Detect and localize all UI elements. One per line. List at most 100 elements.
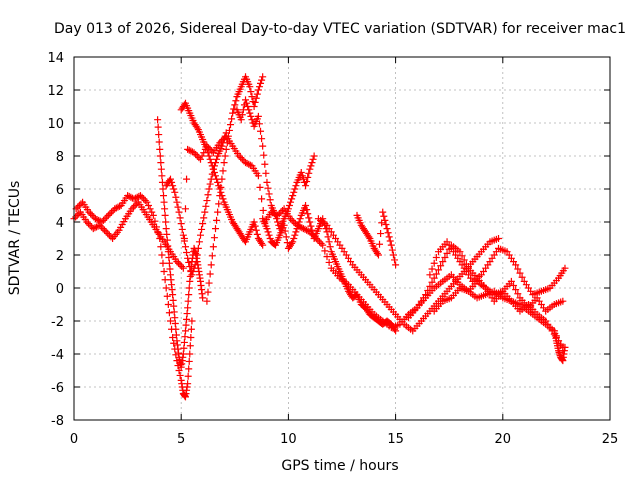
data-point [391, 256, 399, 264]
data-point [317, 239, 325, 247]
data-point [256, 183, 264, 191]
data-point [183, 249, 191, 257]
x-axis-label: GPS time / hours [281, 458, 398, 474]
data-point [561, 343, 569, 351]
data-point [281, 227, 289, 235]
data-point [384, 229, 392, 237]
data-point [302, 202, 310, 209]
data-point [187, 325, 195, 333]
data-point [245, 106, 253, 114]
series-track-5 [203, 73, 267, 305]
data-point [238, 111, 246, 119]
data-point [441, 253, 449, 261]
y-tick-label: 10 [47, 117, 64, 132]
data-point [424, 286, 432, 294]
y-tick-label: 8 [56, 150, 64, 165]
data-point [169, 182, 177, 190]
data-point [385, 233, 393, 241]
x-tick-label: 25 [602, 432, 619, 447]
data-point [111, 205, 119, 213]
data-point [307, 222, 315, 230]
data-point [83, 218, 91, 226]
data-point [391, 325, 399, 333]
data-point [184, 297, 192, 305]
data-point [295, 218, 303, 226]
data-point [159, 185, 167, 193]
data-point [75, 202, 83, 209]
data-point [153, 223, 161, 231]
y-tick-label: 12 [47, 84, 64, 99]
data-point [91, 224, 99, 232]
data-point [154, 229, 162, 237]
data-point [184, 304, 192, 312]
data-point [210, 169, 218, 176]
data-point [190, 149, 198, 157]
data-point [257, 79, 265, 87]
data-point [143, 198, 151, 206]
data-point [180, 237, 188, 245]
series-track-11 [404, 241, 567, 351]
y-tick-label: -8 [51, 414, 64, 429]
data-point [266, 235, 274, 242]
data-point [177, 220, 185, 228]
series-track-12 [426, 238, 569, 299]
data-point [173, 198, 181, 206]
data-point [155, 138, 163, 146]
data-point [392, 327, 400, 335]
data-point [87, 210, 95, 218]
data-point [279, 206, 287, 214]
data-point [258, 239, 266, 247]
data-point [166, 317, 174, 325]
data-point [178, 263, 186, 271]
data-point [365, 233, 373, 241]
data-point [218, 142, 226, 150]
data-point [104, 211, 112, 219]
data-point [207, 261, 215, 269]
series-track-14 [550, 327, 569, 365]
data-point [225, 126, 233, 134]
data-point [306, 165, 314, 173]
y-tick-label: -2 [51, 315, 64, 330]
data-point [518, 273, 526, 281]
data-point [220, 136, 228, 143]
data-point [205, 152, 213, 160]
data-point [284, 205, 292, 213]
data-point [272, 211, 280, 219]
data-point [258, 195, 266, 203]
data-point [296, 215, 304, 223]
data-point [244, 103, 252, 110]
data-point [84, 220, 92, 228]
data-point [288, 195, 296, 203]
data-point [212, 172, 220, 180]
data-point [426, 282, 434, 290]
data-point [161, 205, 169, 213]
data-point [208, 162, 216, 170]
data-point [514, 265, 522, 273]
data-point [259, 142, 267, 150]
data-point [512, 261, 520, 269]
data-point [304, 210, 312, 218]
data-point [223, 139, 231, 147]
data-point [392, 261, 400, 269]
data-point [299, 225, 307, 233]
data-point [114, 203, 122, 211]
data-point [432, 253, 440, 261]
data-point [294, 221, 302, 229]
data-point [198, 152, 206, 160]
data-point [162, 284, 170, 292]
data-point [188, 271, 196, 279]
axis-ticks: 0 5 10 15 20 25 -8 -6 -4 -2 0 2 4 6 8 10 12 14 [47, 51, 618, 447]
data-point [242, 159, 250, 167]
x-tick-label: 20 [495, 432, 512, 447]
data-point [203, 297, 211, 305]
y-axis-label: SDTVAR / TECUs [7, 181, 23, 296]
data-point [261, 160, 269, 168]
data-point [243, 159, 251, 167]
data-point [255, 120, 263, 128]
data-point [221, 152, 229, 160]
data-point [251, 222, 259, 230]
y-tick-label: 6 [56, 183, 64, 198]
data-point [184, 145, 192, 153]
data-point [185, 258, 193, 266]
series-track-2 [72, 192, 196, 401]
